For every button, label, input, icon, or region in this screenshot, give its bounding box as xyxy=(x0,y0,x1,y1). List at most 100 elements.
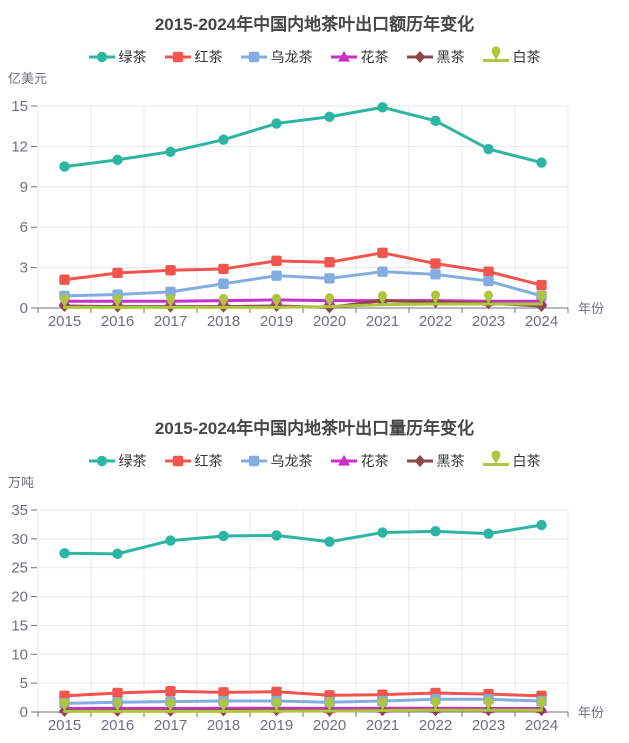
legend-item-花茶[interactable]: 花茶 xyxy=(330,49,389,65)
square-marker-icon xyxy=(218,278,229,289)
legend-item-黑茶[interactable]: 黑茶 xyxy=(406,453,465,469)
chart-title-export-value: 2015-2024年中国内地茶叶出口额历年变化 xyxy=(154,15,475,34)
svg-text:2024: 2024 xyxy=(525,313,558,330)
y-axis-ticks: 0 5 10 15 20 25 30 35 xyxy=(11,502,37,721)
line-chart-export-value[interactable]: 0 3 6 9 12 15 2015 2016 2017 2018 2019 2020 2021 2022… xyxy=(0,86,629,334)
square-marker-icon xyxy=(164,455,191,467)
svg-text:15: 15 xyxy=(11,617,28,634)
square-marker-icon xyxy=(430,258,441,269)
series-白茶 xyxy=(60,696,546,713)
svg-text:2015: 2015 xyxy=(48,313,81,330)
pin-marker-icon xyxy=(482,46,509,62)
legend-item-红茶[interactable]: 红茶 xyxy=(164,49,223,65)
square-marker-icon xyxy=(240,455,267,467)
triangle-marker-icon xyxy=(330,454,357,466)
legend-label: 红茶 xyxy=(194,49,223,65)
series-绿茶 xyxy=(59,102,547,172)
legend-item-花茶[interactable]: 花茶 xyxy=(330,453,389,469)
diamond-marker-icon xyxy=(406,455,433,467)
circle-marker-icon xyxy=(430,526,441,537)
series-绿茶 xyxy=(59,519,547,560)
legend-item-黑茶[interactable]: 黑茶 xyxy=(406,49,465,65)
legend-item-绿茶[interactable]: 绿茶 xyxy=(88,49,147,65)
pin-marker-icon xyxy=(537,290,546,304)
legend-export-volume: 绿茶 红茶 乌龙茶 花茶 黑茶 白茶 xyxy=(0,450,629,469)
legend-label: 白茶 xyxy=(512,453,541,469)
pin-marker-icon xyxy=(113,697,122,712)
pin-marker-icon xyxy=(484,696,493,711)
svg-text:3: 3 xyxy=(20,260,28,277)
legend-item-乌龙茶[interactable]: 乌龙茶 xyxy=(240,49,313,65)
circle-marker-icon xyxy=(88,455,115,467)
svg-text:20: 20 xyxy=(11,589,28,606)
svg-text:2022: 2022 xyxy=(419,717,452,734)
svg-text:2018: 2018 xyxy=(207,313,240,330)
pin-marker-icon xyxy=(537,696,546,711)
pin-marker-icon xyxy=(271,293,281,308)
legend-label: 绿茶 xyxy=(118,453,147,469)
x-axis: 2015 2016 2017 2018 2019 2020 2021 2022 2023 2024… xyxy=(32,705,604,734)
square-marker-icon xyxy=(430,269,441,280)
pin-marker-icon xyxy=(325,697,334,712)
svg-text:2018: 2018 xyxy=(207,717,240,734)
legend-item-绿茶[interactable]: 绿茶 xyxy=(88,453,147,469)
circle-marker-icon xyxy=(377,527,388,538)
svg-text:2016: 2016 xyxy=(101,717,134,734)
series-红茶 xyxy=(59,247,547,291)
circle-marker-icon xyxy=(271,118,282,129)
pin-marker-icon xyxy=(60,293,69,308)
svg-text:9: 9 xyxy=(20,179,28,196)
x-axis-name-label: 年份 xyxy=(578,301,604,316)
chart-block-export-volume: 2015-2024年中国内地茶叶出口量历年变化 绿茶 红茶 乌龙茶 花茶 黑茶 白茶 万吨… xyxy=(0,418,629,738)
y-axis-unit-label-export-volume: 万吨 xyxy=(8,475,35,490)
circle-marker-icon xyxy=(536,519,547,531)
legend-item-乌龙茶[interactable]: 乌龙茶 xyxy=(240,453,313,469)
svg-text:2019: 2019 xyxy=(260,313,293,330)
svg-text:2021: 2021 xyxy=(366,717,399,734)
circle-marker-icon xyxy=(218,134,229,145)
svg-text:2016: 2016 xyxy=(101,313,134,330)
legend-export-value: 绿茶 红茶 乌龙茶 花茶 黑茶 白茶 xyxy=(0,46,629,65)
circle-marker-icon xyxy=(536,157,547,168)
pin-marker-icon xyxy=(378,291,387,305)
svg-text:12: 12 xyxy=(11,138,28,155)
svg-text:2024: 2024 xyxy=(525,717,558,734)
svg-text:6: 6 xyxy=(20,219,28,236)
svg-text:0: 0 xyxy=(20,300,28,317)
legend-label: 乌龙茶 xyxy=(270,49,313,65)
square-marker-icon xyxy=(218,263,229,275)
svg-text:2023: 2023 xyxy=(472,717,505,734)
pin-marker-icon xyxy=(165,697,175,712)
legend-label: 花茶 xyxy=(360,49,389,65)
series-白茶 xyxy=(60,290,546,309)
svg-text:35: 35 xyxy=(11,502,28,519)
x-axis: 2015 2016 2017 2018 2019 2020 2021 2022 2023 2024… xyxy=(32,301,604,330)
chart-block-export-value: 2015-2024年中国内地茶叶出口额历年变化 绿茶 红茶 乌龙茶 花茶 黑茶 白茶 亿美… xyxy=(0,14,629,334)
pin-marker-icon xyxy=(325,293,334,307)
legend-label: 红茶 xyxy=(194,453,223,469)
pin-marker-icon xyxy=(482,450,509,466)
square-marker-icon xyxy=(271,255,282,267)
legend-item-红茶[interactable]: 红茶 xyxy=(164,453,223,469)
diamond-marker-icon xyxy=(406,51,433,63)
circle-marker-icon xyxy=(165,146,176,157)
circle-marker-icon xyxy=(483,528,494,539)
pin-marker-icon xyxy=(431,696,440,711)
square-marker-icon xyxy=(112,267,123,279)
pin-marker-icon xyxy=(165,293,175,308)
square-marker-icon xyxy=(324,273,335,284)
legend-item-白茶[interactable]: 白茶 xyxy=(482,46,541,65)
square-marker-icon xyxy=(165,286,176,298)
square-marker-icon xyxy=(164,51,191,63)
svg-text:15: 15 xyxy=(11,98,28,115)
legend-label: 花茶 xyxy=(360,453,389,469)
circle-marker-icon xyxy=(377,102,388,113)
pin-marker-icon xyxy=(113,293,122,308)
legend-item-白茶[interactable]: 白茶 xyxy=(482,450,541,469)
circle-marker-icon xyxy=(59,548,70,559)
square-marker-icon xyxy=(271,270,282,281)
svg-text:25: 25 xyxy=(11,560,28,577)
circle-marker-icon xyxy=(59,161,70,172)
square-marker-icon xyxy=(324,257,335,268)
